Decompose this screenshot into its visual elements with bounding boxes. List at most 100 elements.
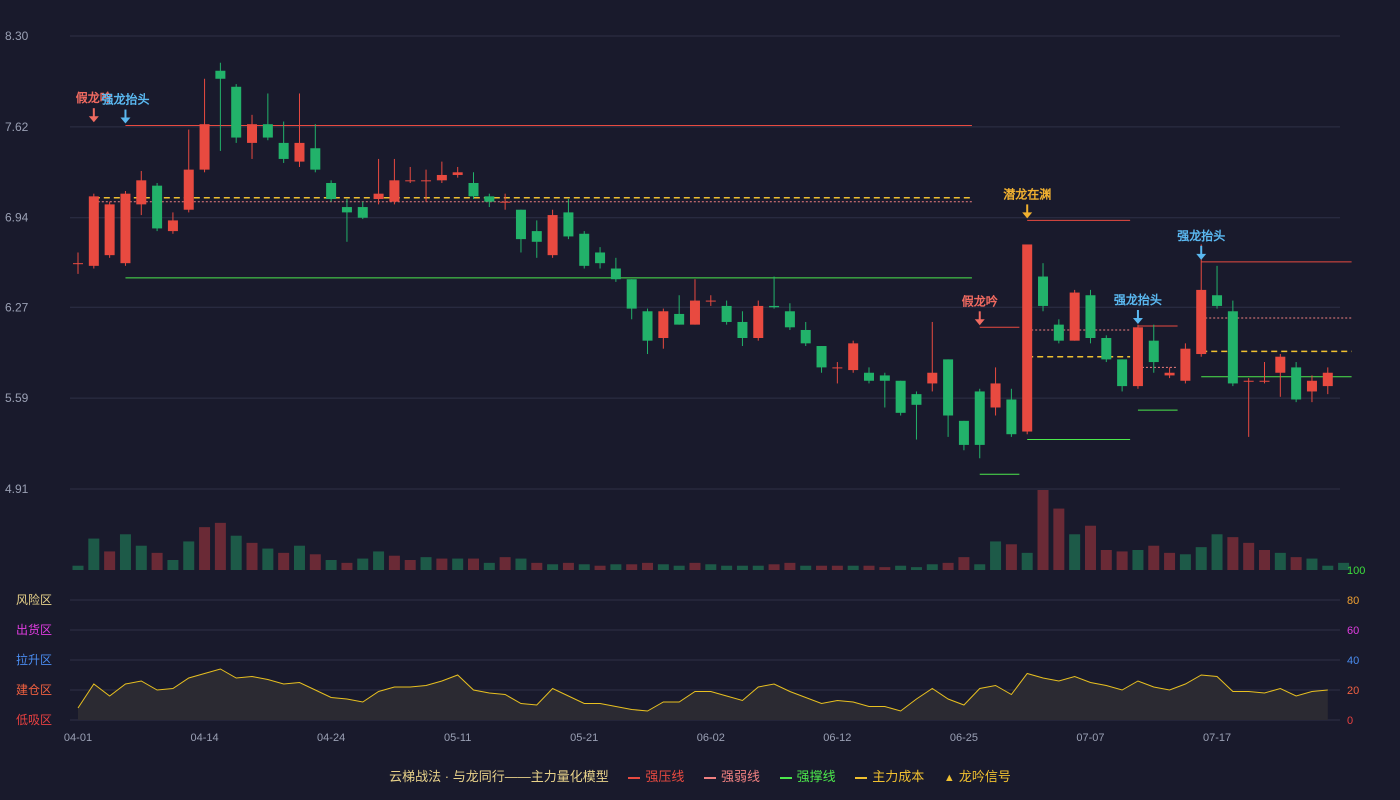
price-tick-label: 6.94 xyxy=(5,211,29,225)
candle-body xyxy=(800,329,811,344)
candle-body xyxy=(958,420,969,445)
candle-body xyxy=(373,193,384,200)
signal-arrow-icon xyxy=(974,319,985,326)
volume-bar xyxy=(863,565,875,570)
signal-label: 假龙吟 xyxy=(962,293,998,308)
signal-label: 潜龙在渊 xyxy=(1003,186,1051,201)
volume-bar xyxy=(404,560,416,570)
legend-item-support[interactable]: 强撑线 xyxy=(779,766,836,785)
candle-body xyxy=(1243,380,1254,382)
volume-bar xyxy=(847,565,859,570)
volume-bar xyxy=(626,564,638,570)
zone-label: 低吸区 xyxy=(16,713,52,727)
osc-tick-label: 60 xyxy=(1347,625,1359,637)
volume-bar xyxy=(990,541,1002,570)
price-tick-label: 5.59 xyxy=(5,391,29,405)
candle-body xyxy=(341,207,352,213)
x-tick-label: 06-12 xyxy=(823,732,851,744)
candle-body xyxy=(120,193,131,264)
signal-label: 假龙吟 xyxy=(76,90,112,105)
x-tick-label: 04-14 xyxy=(190,732,218,744)
candle-body xyxy=(1132,327,1143,387)
volume-bar xyxy=(88,538,100,570)
legend-item-signal[interactable]: ▲ 龙吟信号 xyxy=(944,766,1011,785)
candle-body xyxy=(579,233,590,266)
candle-body xyxy=(547,215,558,256)
candle-body xyxy=(1164,372,1175,376)
price-tick-label: 8.30 xyxy=(5,29,29,43)
volume-bar xyxy=(483,562,495,570)
signal-label: 强龙抬头 xyxy=(1114,292,1162,307)
volume-bar xyxy=(183,541,195,570)
volume-bar xyxy=(230,535,242,570)
candle-body xyxy=(705,300,716,302)
volume-bar xyxy=(1322,565,1334,570)
volume-bar xyxy=(262,548,274,570)
x-tick-label: 04-01 xyxy=(64,732,92,744)
candle-body xyxy=(405,180,416,182)
candle-body xyxy=(864,372,874,381)
candle-body xyxy=(104,204,115,256)
volume-bar xyxy=(879,567,891,570)
oscillator-line xyxy=(77,668,1328,712)
volume-bar xyxy=(974,564,986,570)
volume-bar xyxy=(1227,537,1239,570)
volume-bar xyxy=(452,558,464,570)
candle-body xyxy=(911,394,922,405)
candle-body xyxy=(990,383,1001,408)
legend: 云梯战法 · 与龙同行——主力量化模型 强压线 强弱线 强撑线 主力成本 ▲ 龙吟… xyxy=(0,766,1400,785)
volume-bar xyxy=(1179,554,1191,570)
candle-body xyxy=(452,172,463,175)
signal-arrow-icon xyxy=(120,117,131,124)
candle-body xyxy=(326,182,337,200)
volume-bar xyxy=(199,527,211,570)
volume-bar xyxy=(610,564,622,570)
volume-bar xyxy=(1211,534,1223,570)
legend-label-support: 强撑线 xyxy=(796,769,836,784)
volume-bar xyxy=(642,562,654,570)
volume-bar xyxy=(373,551,385,570)
candle-body xyxy=(674,313,685,325)
volume-bar xyxy=(72,565,84,570)
x-tick-label: 06-25 xyxy=(950,732,978,744)
candle-body xyxy=(753,305,764,338)
signal-arrow-icon xyxy=(1132,317,1143,324)
osc-tick-label: 0 xyxy=(1347,715,1353,727)
candle-body xyxy=(689,300,700,325)
candle-body xyxy=(610,268,621,280)
volume-bar xyxy=(1195,547,1207,570)
legend-item-cost[interactable]: 主力成本 xyxy=(855,766,924,785)
candle-body xyxy=(1006,399,1017,435)
volume-bar xyxy=(499,557,511,570)
volume-bar xyxy=(420,557,432,570)
candle-body xyxy=(136,180,147,205)
candle-body xyxy=(642,311,653,341)
legend-label-signal: 龙吟信号 xyxy=(958,769,1011,784)
volume-bar xyxy=(547,564,559,570)
volume-bar xyxy=(325,560,337,570)
candle-body xyxy=(1085,295,1096,338)
price-tick-label: 6.27 xyxy=(5,300,29,314)
candle-body xyxy=(848,343,859,371)
candle-body xyxy=(974,391,985,445)
x-tick-label: 07-17 xyxy=(1203,732,1231,744)
x-tick-label: 07-07 xyxy=(1076,732,1104,744)
candle-body xyxy=(895,380,906,413)
candle-body xyxy=(1259,380,1270,382)
volume-bar xyxy=(309,554,321,570)
zone-label: 拉升区 xyxy=(16,652,52,667)
volume-bar xyxy=(594,565,606,570)
volume-bar xyxy=(1164,552,1176,570)
signal-label: 强龙抬头 xyxy=(1177,228,1225,243)
volume-bar xyxy=(1084,525,1096,570)
x-tick-label: 06-02 xyxy=(697,732,725,744)
legend-item-resist[interactable]: 强压线 xyxy=(628,766,684,785)
volume-bar xyxy=(1274,552,1286,570)
legend-item-weak[interactable]: 强弱线 xyxy=(704,766,760,785)
volume-bar xyxy=(167,560,179,570)
volume-bar xyxy=(357,558,369,570)
candle-body xyxy=(515,209,526,240)
candle-body xyxy=(769,305,780,308)
candle-body xyxy=(436,174,447,181)
volume-bar xyxy=(341,562,353,570)
